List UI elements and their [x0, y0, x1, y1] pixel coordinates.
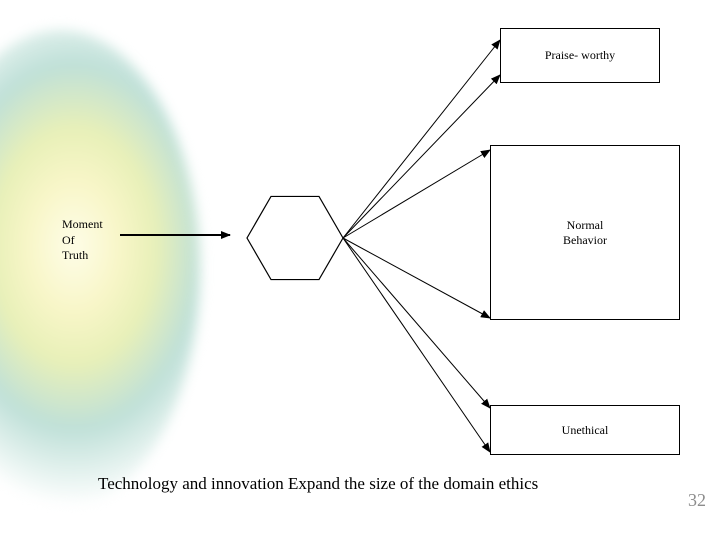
hexagon-node — [247, 196, 343, 279]
box-unethical: Unethical — [490, 405, 680, 455]
box-normal-behavior: Normal Behavior — [490, 145, 680, 320]
background-gradient — [0, 30, 200, 510]
moment-of-truth-label: Moment Of Truth — [62, 217, 103, 264]
page-number: 32 — [688, 490, 706, 511]
box-praiseworthy: Praise- worthy — [500, 28, 660, 83]
slide-caption: Technology and innovation Expand the siz… — [98, 474, 538, 494]
